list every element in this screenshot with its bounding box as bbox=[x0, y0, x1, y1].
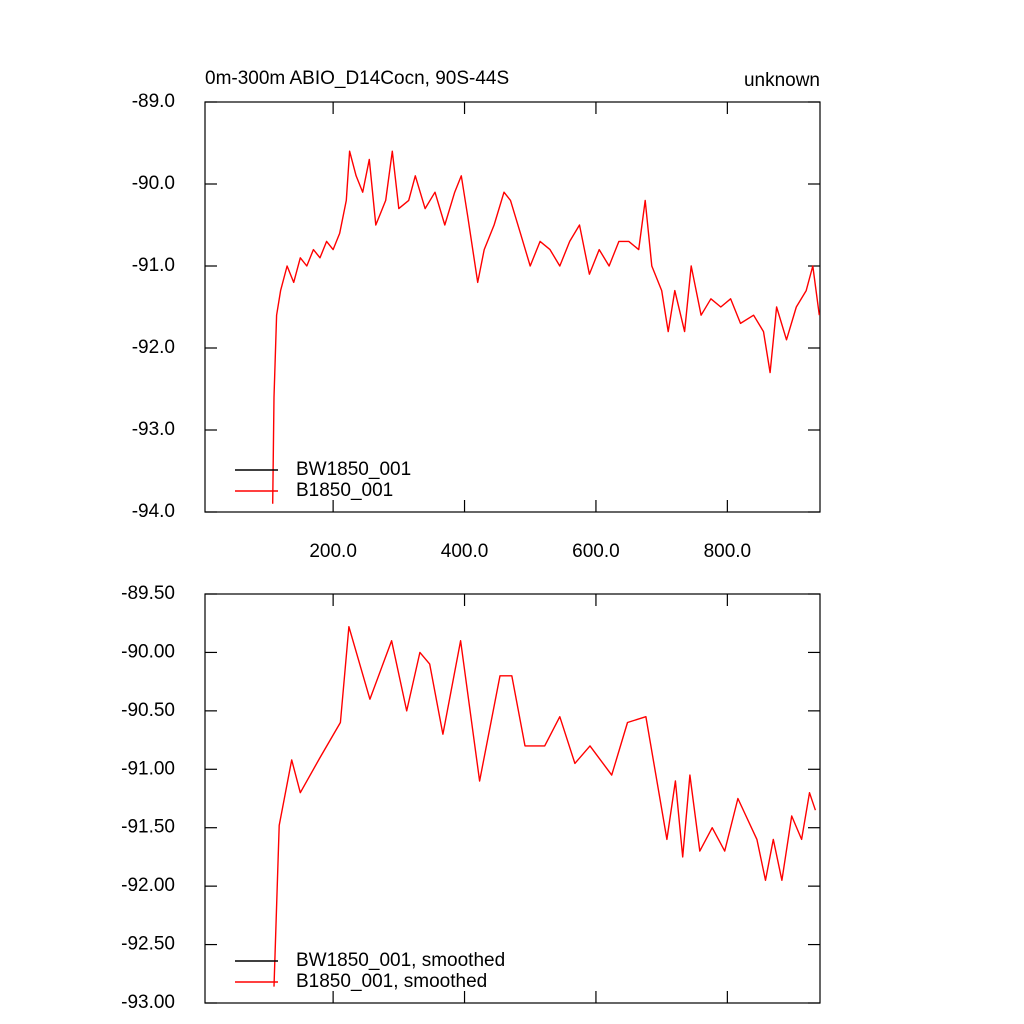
plot-frame bbox=[204, 101, 821, 513]
y-tick-label: -90.50 bbox=[121, 700, 175, 721]
x-tick-label: 400.0 bbox=[441, 541, 489, 562]
data-line bbox=[272, 150, 820, 504]
chart-title: 0m-300m ABIO_D14Cocn, 90S-44S bbox=[205, 68, 509, 89]
y-tick-label: -90.0 bbox=[132, 173, 175, 194]
legend-label: BW1850_001 bbox=[296, 459, 411, 480]
data-line bbox=[273, 626, 817, 987]
y-tick-label: -92.0 bbox=[132, 337, 175, 358]
y-tick-label: -93.00 bbox=[121, 992, 175, 1013]
y-tick-label: -91.00 bbox=[121, 758, 175, 779]
y-tick-label: -89.50 bbox=[121, 583, 175, 604]
y-tick-label: -92.00 bbox=[121, 875, 175, 896]
legend-label: B1850_001 bbox=[296, 480, 393, 501]
y-tick-label: -94.0 bbox=[132, 501, 175, 522]
y-tick-label: -92.50 bbox=[121, 934, 175, 955]
legend-label: B1850_001, smoothed bbox=[296, 971, 487, 992]
y-tick-label: -91.50 bbox=[121, 817, 175, 838]
y-tick-label: -90.00 bbox=[121, 641, 175, 662]
y-tick-label: -89.0 bbox=[132, 91, 175, 112]
x-tick-label: 800.0 bbox=[704, 541, 752, 562]
x-tick-label: 600.0 bbox=[572, 541, 620, 562]
x-tick-label: 200.0 bbox=[309, 541, 357, 562]
chart-subtitle: unknown bbox=[744, 70, 820, 91]
y-tick-label: -93.0 bbox=[132, 419, 175, 440]
y-tick-label: -91.0 bbox=[132, 255, 175, 276]
legend-label: BW1850_001, smoothed bbox=[296, 950, 505, 971]
plot-frame bbox=[204, 593, 821, 1004]
